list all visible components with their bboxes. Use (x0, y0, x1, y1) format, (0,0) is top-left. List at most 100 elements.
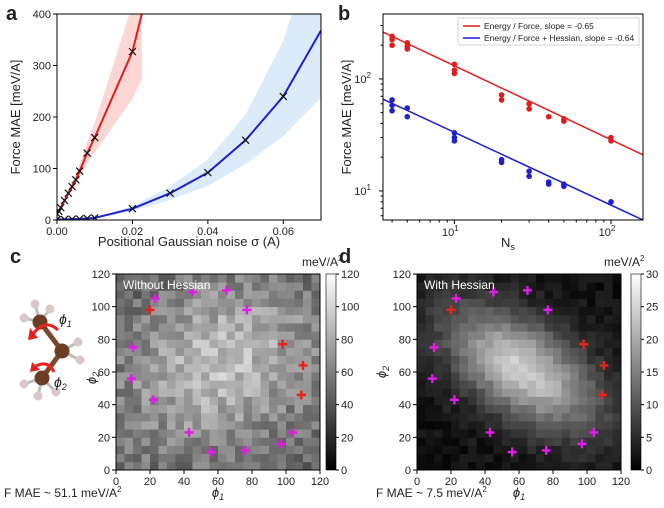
heatmap-cell (476, 388, 486, 397)
heatmap-cell (158, 339, 168, 348)
heatmap-cell (442, 274, 452, 283)
heatmap-cell (175, 445, 185, 455)
heatmap-cell (175, 421, 185, 430)
heatmap-cell (209, 363, 219, 373)
heatmap-cell (150, 355, 159, 365)
heatmap-cell (201, 298, 210, 308)
heatmap-cell (612, 306, 622, 316)
heatmap-cell (167, 388, 176, 397)
heatmap-cell (510, 314, 520, 324)
heatmap-cell (175, 282, 185, 291)
sample-marker-magenta (507, 447, 517, 457)
heatmap-cell (612, 404, 622, 414)
heatmap-cell (485, 437, 494, 446)
heatmap-cell (493, 347, 503, 357)
heatmap-cell (536, 323, 545, 332)
heatmap-cell (578, 290, 588, 299)
heatmap-cell (192, 274, 202, 283)
heatmap-cell (294, 363, 304, 373)
heatmap-cell (218, 323, 227, 332)
heatmap-cell (150, 339, 159, 348)
heatmap-cell (612, 412, 622, 422)
heatmap-cell (595, 421, 605, 430)
sample-marker-magenta (222, 285, 231, 295)
heatmap-cell (260, 363, 270, 373)
heatmap-cell (476, 290, 486, 299)
heatmap-cell (201, 355, 210, 365)
y-tick-label: 0 (104, 465, 110, 477)
y-tick-label: 80 (399, 334, 411, 346)
heatmap-cell (116, 339, 125, 348)
heatmap-cell (612, 421, 622, 430)
heatmap-cell (527, 461, 537, 471)
heatmap-cell (612, 396, 622, 406)
heatmap-cell (311, 429, 321, 438)
heatmap-cell (260, 437, 270, 446)
heatmap-cell (604, 274, 613, 283)
sample-marker-magenta (240, 445, 250, 455)
heatmap-cell (604, 331, 613, 340)
heatmap-cell (141, 331, 151, 340)
heatmap-cell (578, 298, 588, 308)
heatmap-cell (476, 339, 486, 348)
heatmap-cell (553, 396, 562, 406)
heatmap-cell (604, 453, 613, 463)
heatmap-cell (544, 372, 554, 381)
heatmap-cell (434, 323, 443, 332)
heatmap-cell (612, 274, 622, 283)
heatmap-cell (570, 372, 579, 381)
heatmap-cell (604, 461, 613, 471)
heatmap-cell (476, 445, 486, 455)
heatmap-cell (201, 331, 210, 340)
heatmap-cell (459, 380, 469, 389)
heatmap-cell (502, 298, 511, 308)
heatmap-cell (116, 429, 125, 438)
y-tick-label: 20 (98, 432, 110, 444)
heatmap-cell (425, 421, 435, 430)
heatmap-cell (502, 347, 511, 357)
heatmap-cell (141, 453, 151, 463)
heatmap-cell (434, 339, 443, 348)
heatmap-cell (451, 412, 460, 422)
heatmap-cell (536, 437, 545, 446)
heatmap-cell (451, 453, 460, 463)
heatmap-cell (442, 363, 452, 373)
heatmap-cell (553, 453, 562, 463)
heatmap-cell (510, 445, 520, 455)
y-tick-label: 120 (393, 269, 411, 281)
heatmap-cell (476, 314, 486, 324)
heatmap-cell (192, 421, 202, 430)
heatmap-cell (587, 282, 596, 291)
heatmap-cell (201, 274, 210, 283)
heatmap-cell (303, 363, 312, 373)
heatmap-cell (544, 347, 554, 357)
heatmap-cell (425, 298, 435, 308)
heatmap-cell (303, 372, 312, 381)
heatmap-cell (252, 437, 261, 446)
heatmap-cell (570, 339, 579, 348)
heatmap-cell (269, 380, 278, 389)
heatmap-cell (425, 412, 435, 422)
heatmap-cell (124, 429, 134, 438)
x-tick-label: 60 (212, 476, 224, 488)
heatmap-cell (417, 388, 426, 397)
heatmap-cell (201, 421, 210, 430)
heatmap-cell (561, 274, 571, 283)
heatmap-cell (519, 421, 528, 430)
heatmap-cell (612, 347, 622, 357)
heatmap-cell (294, 306, 304, 316)
heatmap-cell (544, 282, 554, 291)
heatmap-cell (459, 445, 469, 455)
heatmap-cell (527, 323, 537, 332)
heatmap-cell (260, 314, 270, 324)
heatmap-cell (269, 437, 278, 446)
heatmap-cell (150, 314, 159, 324)
heatmap-cell (468, 355, 477, 365)
heatmap-cell (303, 355, 312, 365)
heatmap-cell (150, 421, 159, 430)
heatmap-cell (116, 388, 125, 397)
heatmap-cell (124, 274, 134, 283)
heatmap-cell (303, 453, 312, 463)
data-point (526, 100, 532, 107)
heatmap-cell (570, 404, 579, 414)
